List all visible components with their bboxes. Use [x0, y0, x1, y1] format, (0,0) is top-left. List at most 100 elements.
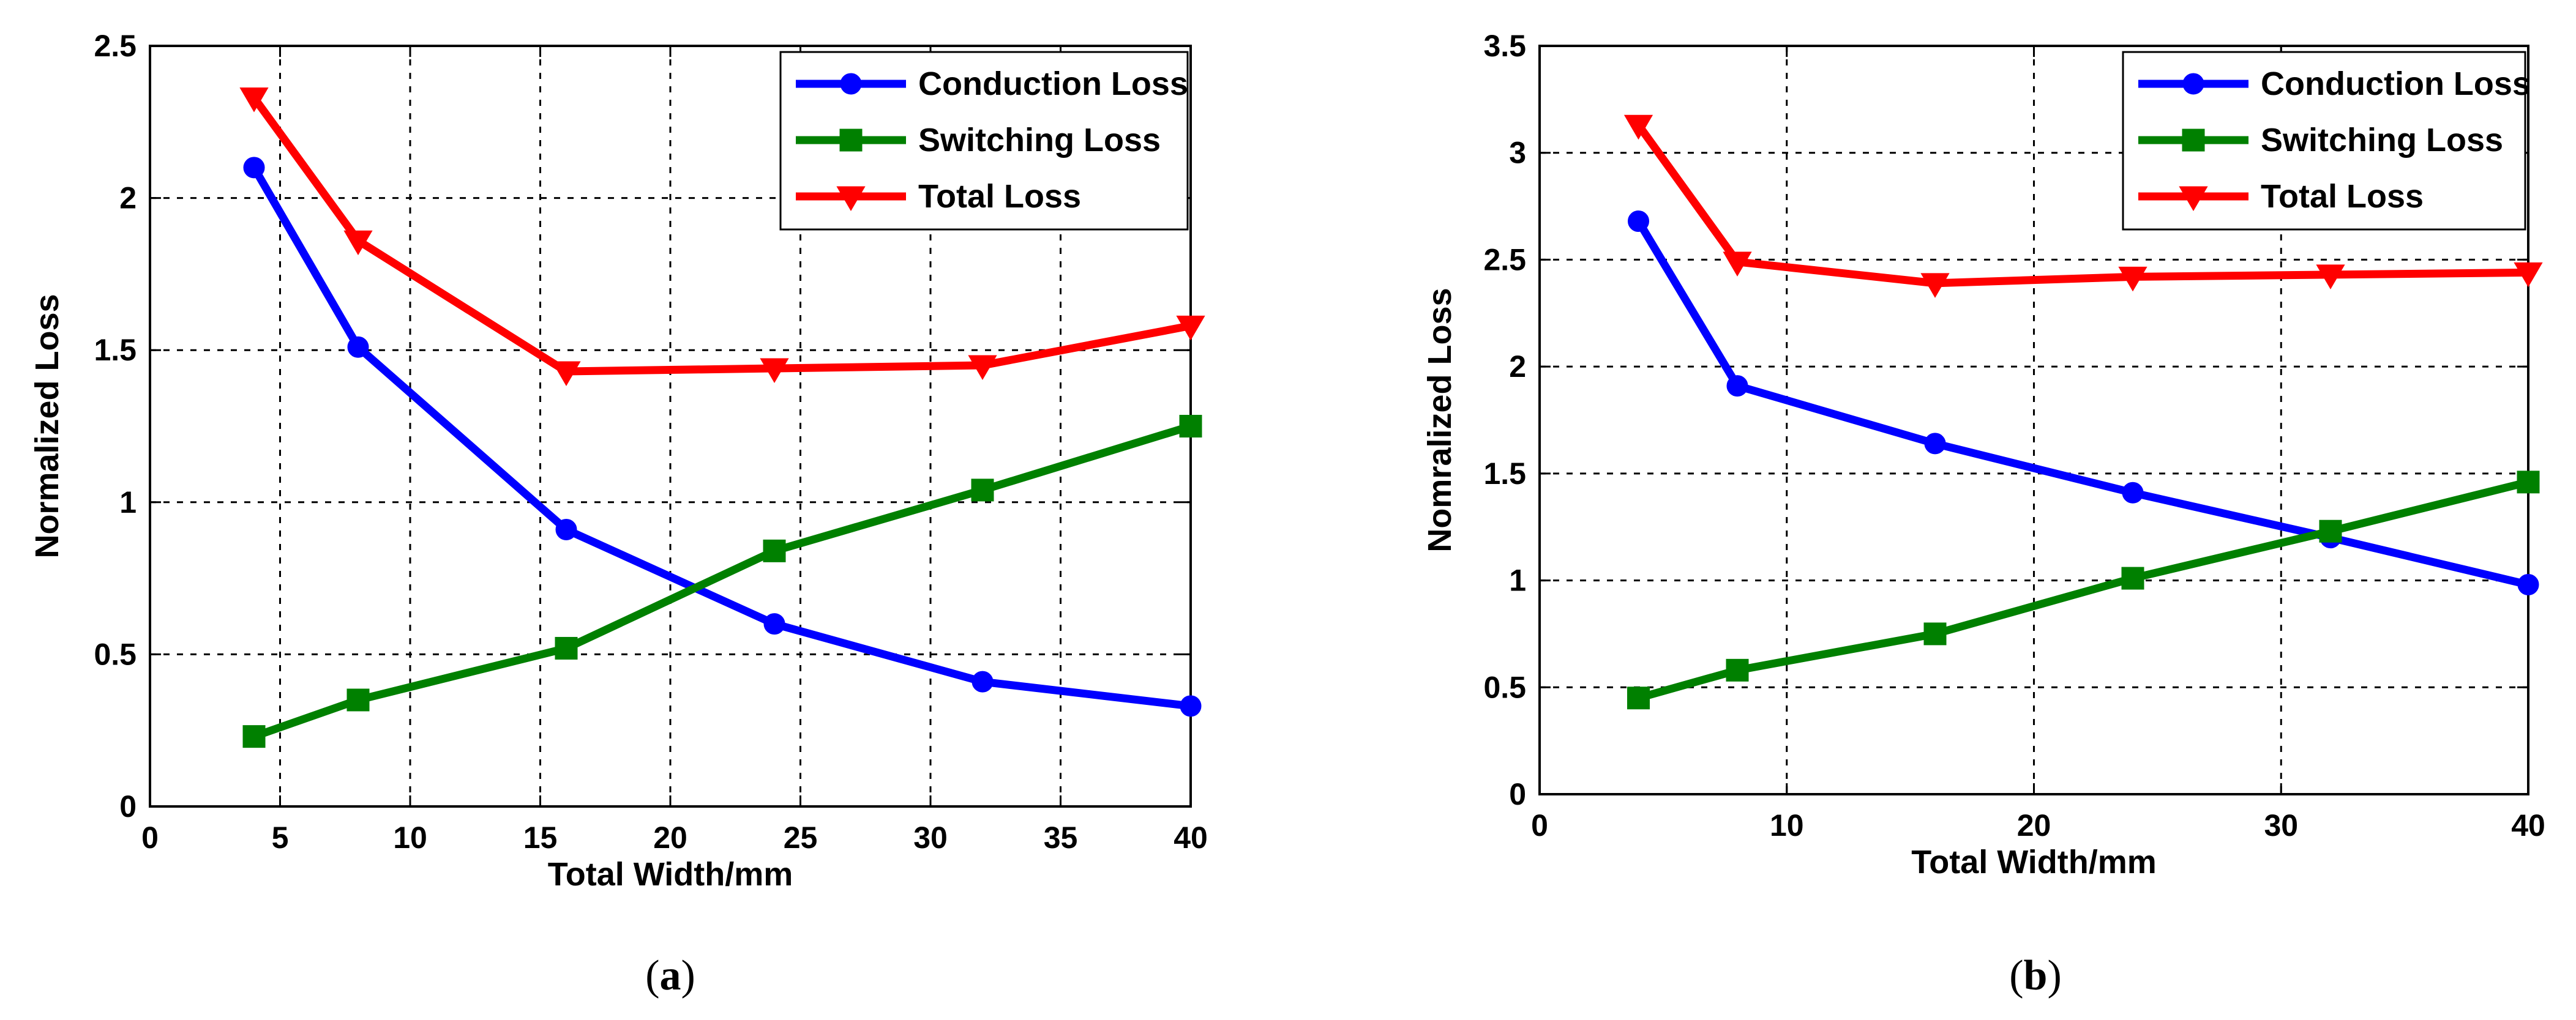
y-tick-label: 0.5	[94, 637, 137, 671]
switching-loss-line	[252, 422, 1192, 740]
switching-loss-point	[242, 725, 266, 748]
figure-caption: (a)	[645, 952, 695, 999]
y-axis-title: Nomralized Loss	[1421, 288, 1458, 552]
switching-loss-series	[1627, 471, 2540, 710]
x-tick-label: 10	[1770, 808, 1804, 843]
conduction-loss-series	[243, 157, 1202, 717]
conduction-loss-point	[2517, 574, 2539, 596]
y-tick-label: 2	[119, 181, 137, 215]
total-loss-point	[760, 358, 789, 384]
total-loss-line	[1635, 122, 2529, 288]
chart-a: 0 5 10 15 20 25 30 35 40 0 0.5 1 1.5 2 2.5 Total Width/…	[29, 29, 1208, 999]
legend-label-total-loss: Total Loss	[2261, 178, 2424, 215]
x-tick-label: 10	[393, 821, 427, 855]
y-tick-label: 1	[119, 485, 137, 519]
x-tick-label: 30	[913, 821, 948, 855]
legend-label-total-loss: Total Loss	[918, 178, 1081, 215]
x-tick-label: 40	[2511, 808, 2545, 843]
y-axis-title: Normalized Loss	[29, 294, 66, 558]
switching-loss-point	[2517, 471, 2540, 494]
conduction-loss-point	[1628, 210, 1649, 233]
y-tick-label: 2.5	[94, 29, 137, 63]
x-tick-label: 35	[1044, 821, 1078, 855]
x-tick-label: 0	[141, 821, 159, 855]
conduction-loss-point	[243, 157, 265, 179]
conduction-loss-point	[972, 671, 994, 693]
y-tick-label: 1	[1509, 564, 1526, 598]
y-tick-label: 0.5	[1483, 670, 1526, 704]
conduction-loss-point	[555, 519, 577, 541]
legend-marker-conduction-loss	[840, 73, 862, 95]
caption-paren-close: )	[2047, 952, 2061, 999]
total-loss-point	[2316, 264, 2345, 289]
x-tick-label: 25	[784, 821, 818, 855]
conduction-loss-line	[250, 165, 1191, 710]
x-axis-title: Total Width/mm	[1911, 844, 2156, 880]
x-tick-label: 20	[653, 821, 687, 855]
legend-label-switching-loss: Switching Loss	[2261, 122, 2503, 158]
y-tick-label: 2.5	[1483, 242, 1526, 277]
y-tick-label: 1.5	[94, 333, 137, 367]
caption-paren-open: (	[645, 952, 659, 999]
legend-marker-total-loss	[2179, 186, 2208, 211]
conduction-loss-point	[763, 613, 785, 635]
legend-marker-switching-loss	[2182, 128, 2205, 152]
total-loss-point	[343, 230, 373, 256]
total-loss-point	[1176, 315, 1205, 341]
y-tick-label: 0	[119, 789, 137, 824]
legend-label-conduction-loss: Conduction Loss	[918, 65, 1188, 102]
total-loss-point	[1920, 273, 1950, 298]
switching-loss-line	[1637, 478, 2529, 702]
x-axis-title: Total Width/mm	[548, 856, 793, 893]
caption-paren-open: (	[2009, 952, 2023, 999]
total-loss-point	[1623, 114, 1653, 140]
total-loss-point	[2514, 262, 2543, 288]
legend: Conduction Loss Switching Loss Total Loss	[779, 51, 1189, 231]
total-loss-point	[2118, 266, 2147, 292]
legend-label-switching-loss: Switching Loss	[918, 122, 1161, 158]
conduction-loss-point	[1180, 695, 1202, 717]
conduction-loss-point	[2122, 482, 2144, 504]
legend-label-conduction-loss: Conduction Loss	[2261, 65, 2531, 102]
conduction-loss-point	[347, 336, 369, 358]
switching-loss-point	[1627, 687, 1650, 710]
switching-loss-point	[971, 478, 994, 502]
caption-letter: a	[660, 952, 681, 999]
figure-caption: (b)	[2009, 952, 2062, 999]
caption-letter: b	[2024, 952, 2048, 999]
total-loss-point	[968, 355, 997, 381]
x-tick-label: 5	[272, 821, 289, 855]
y-tick-label: 0	[1509, 777, 1526, 811]
y-tick-label: 3.5	[1483, 29, 1526, 63]
switching-loss-point	[2319, 519, 2342, 543]
total-loss-point	[1723, 251, 1752, 277]
switching-loss-point	[2121, 567, 2144, 590]
legend-marker-total-loss	[836, 186, 866, 211]
x-tick-label: 30	[2264, 808, 2298, 843]
legend-marker-conduction-loss	[2182, 73, 2204, 95]
y-tick-label: 2	[1509, 349, 1526, 384]
switching-loss-series	[242, 415, 1202, 748]
switching-loss-point	[1726, 658, 1749, 682]
total-loss-point	[239, 87, 269, 113]
x-tick-label: 0	[1531, 808, 1548, 843]
legend-marker-switching-loss	[839, 128, 863, 152]
switching-loss-point	[555, 636, 578, 660]
y-tick-label: 3	[1509, 136, 1526, 170]
chart-b: 0 10 20 30 40 0 0.5 1 1.5 2 2.5 3 3.5 Total Width/mm N…	[1421, 29, 2545, 999]
total-loss-series	[239, 87, 1205, 386]
total-loss-series	[1623, 114, 2543, 298]
conduction-loss-point	[1726, 375, 1748, 397]
total-loss-line	[250, 95, 1192, 376]
legend: Conduction Loss Switching Loss Total Loss	[2122, 51, 2531, 231]
conduction-loss-line	[1634, 219, 2529, 589]
x-tick-label: 15	[523, 821, 558, 855]
x-tick-label: 40	[1174, 821, 1208, 855]
switching-loss-point	[1179, 415, 1202, 437]
switching-loss-point	[346, 688, 370, 712]
x-tick-label: 20	[2017, 808, 2051, 843]
switching-loss-point	[763, 539, 786, 562]
y-tick-label: 1.5	[1483, 456, 1526, 491]
total-loss-point	[552, 361, 581, 386]
